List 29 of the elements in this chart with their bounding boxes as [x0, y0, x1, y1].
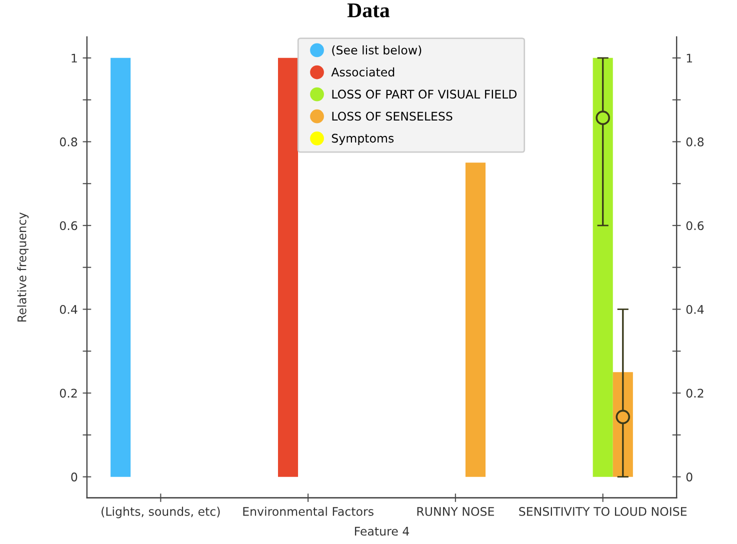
bar — [465, 162, 486, 477]
x-tick-label: Environmental Factors — [243, 506, 374, 516]
bar — [110, 58, 131, 477]
bar — [612, 372, 633, 477]
y2-tick-label: 1 — [686, 54, 692, 62]
y-tick-label: 1 — [72, 54, 77, 62]
legend-label: Associated — [331, 67, 394, 77]
legend-label: LOSS OF SENSELESS — [332, 112, 452, 121]
x-tick-label: (Lights, sounds, etc) — [102, 506, 220, 518]
y2-tick-label: 0.4 — [686, 304, 704, 314]
x-tick-label: RUNNY NOSE — [417, 506, 494, 516]
y2-tick-label: 0.8 — [686, 137, 704, 146]
y-tick-label: 0 — [71, 472, 78, 482]
legend-label: LOSS OF PART OF VISUAL FIELD — [332, 90, 517, 99]
y2-tick-label: 0.2 — [686, 388, 704, 398]
y-tick-label: 0.6 — [60, 221, 78, 230]
y-tick-label: 0.4 — [60, 304, 78, 314]
legend-label: Symptoms — [332, 134, 394, 145]
y2-tick-label: 0 — [686, 472, 692, 482]
y-tick-label: 0.2 — [60, 388, 77, 398]
x-tick-label: SENSITIVITY TO LOUD NOISE — [519, 506, 687, 516]
x-axis-title: Feature 4 — [354, 526, 410, 536]
bar — [592, 58, 613, 477]
y2-tick-label: 0.6 — [686, 221, 704, 230]
chart-title: Data — [347, 4, 390, 18]
bar — [278, 58, 298, 477]
y-tick-label: 0.8 — [60, 137, 78, 146]
legend-label: (See list below) — [332, 45, 422, 56]
y-axis-title: Relative frequency — [17, 212, 29, 322]
